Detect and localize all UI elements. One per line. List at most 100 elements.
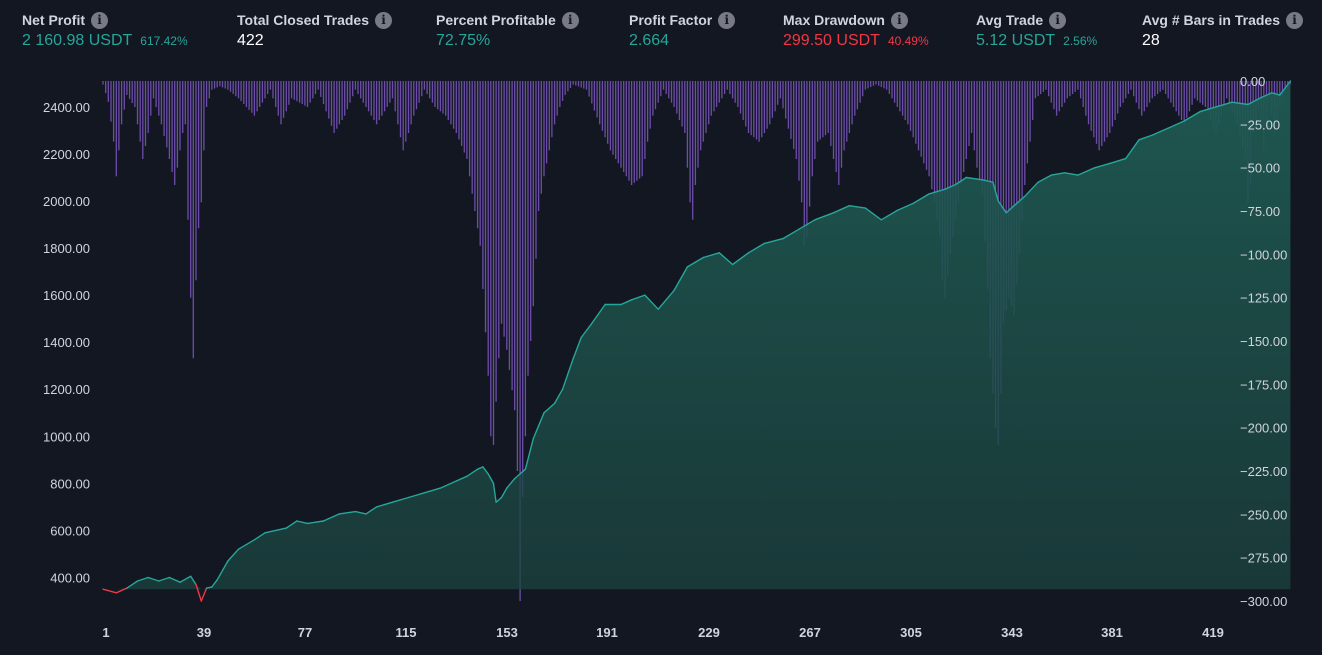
equity-segment	[997, 200, 1007, 214]
equity-segment	[495, 496, 503, 503]
info-icon[interactable]: i	[91, 11, 108, 29]
equity-segment	[211, 579, 218, 588]
stat-value-text: 28	[1142, 32, 1160, 49]
equity-segment	[168, 576, 181, 583]
equity-segment	[1037, 174, 1053, 183]
equity-segment	[553, 388, 564, 405]
equity-segment	[731, 252, 750, 266]
stat-value: 2 160.98 USDT 617.42%	[22, 32, 188, 50]
x-tick-label: 39	[197, 625, 211, 640]
equity-segment	[702, 252, 720, 259]
equity-segment	[1109, 157, 1127, 165]
stat-value: 422	[237, 32, 392, 50]
info-icon[interactable]: i	[890, 11, 908, 29]
stat-0: Net Profit i 2 160.98 USDT 617.42%	[22, 10, 188, 50]
equity-segment	[1247, 96, 1262, 106]
info-icon[interactable]: i	[718, 11, 736, 29]
equity-segment	[1013, 195, 1026, 207]
stat-title: Max Drawdown i	[783, 10, 929, 30]
equity-segment	[1077, 167, 1095, 176]
stat-value: 5.12 USDT 2.56%	[976, 32, 1097, 50]
equity-segment	[338, 510, 357, 515]
equity-segment	[1024, 181, 1039, 198]
equity-segment	[864, 207, 882, 221]
equity-segment	[391, 496, 410, 503]
x-axis: 1 39 77 115 153 191 229 267 305 343 381 419	[102, 625, 1223, 640]
equity-segment	[476, 466, 484, 470]
equity-segment	[1063, 172, 1079, 176]
equity-segment	[189, 575, 197, 586]
info-icon[interactable]: i	[561, 11, 579, 29]
stat-title-text: Total Closed Trades	[237, 12, 369, 28]
equity-segment	[275, 527, 287, 532]
x-tick-label: 419	[1202, 625, 1224, 640]
equity-segment	[375, 501, 394, 508]
equity-segment	[1260, 92, 1273, 99]
stat-1: Total Closed Trades i 422	[237, 10, 392, 50]
equity-segment	[492, 482, 497, 503]
right-tick-label: −200.00	[1240, 421, 1287, 436]
equity-segment	[136, 576, 149, 582]
equity-segment	[992, 181, 999, 202]
stat-title-text: Percent Profitable	[436, 12, 556, 28]
equity-segment	[1199, 106, 1217, 113]
x-tick-label: 343	[1001, 625, 1023, 640]
left-axis: 2400.00 2200.00 2000.00 1800.00 1600.00 1400.…	[43, 100, 90, 586]
equity-segment	[644, 294, 659, 310]
equity-segment	[1050, 172, 1066, 176]
drawdown-bars	[102, 81, 1292, 601]
left-tick-label: 1000.00	[43, 429, 90, 444]
equity-segment	[912, 193, 930, 205]
left-tick-label: 2200.00	[43, 147, 90, 162]
equity-segment	[487, 473, 495, 485]
info-icon[interactable]: i	[1285, 11, 1303, 29]
right-tick-label: −100.00	[1240, 247, 1287, 262]
equity-segment	[205, 586, 213, 589]
equity-segment	[763, 237, 784, 245]
equity-segment	[200, 587, 208, 602]
right-tick-label: 0.00	[1240, 74, 1265, 89]
equity-segment	[630, 294, 646, 301]
info-icon[interactable]: i	[1049, 11, 1067, 29]
stat-percent: 617.42%	[140, 34, 188, 48]
equity-segment	[543, 402, 556, 414]
x-tick-label: 305	[900, 625, 922, 640]
left-tick-label: 1400.00	[43, 335, 90, 350]
stat-value: 28	[1142, 32, 1303, 50]
left-tick-label: 2400.00	[43, 100, 90, 115]
stat-title-text: Avg # Bars in Trades	[1142, 12, 1280, 28]
equity-segment	[814, 212, 835, 221]
equity-segment	[506, 477, 516, 489]
equity-curve	[102, 80, 1292, 602]
left-tick-label: 1600.00	[43, 288, 90, 303]
stat-percent: 40.49%	[887, 34, 929, 48]
stat-value-text: 299.50 USDT	[783, 32, 880, 49]
stats-bar: Net Profit i 2 160.98 USDT 617.42% Total Clo…	[0, 0, 1322, 60]
equity-segment	[115, 587, 128, 594]
equity-segment	[532, 412, 545, 440]
equity-segment	[965, 176, 983, 181]
x-tick-label: 153	[496, 625, 518, 640]
stat-title-text: Max Drawdown	[783, 12, 885, 28]
equity-segment	[1279, 87, 1286, 96]
left-tick-label: 1200.00	[43, 382, 90, 397]
equity-segment	[439, 480, 457, 489]
stat-title: Total Closed Trades i	[237, 10, 392, 30]
right-tick-label: −275.00	[1240, 551, 1287, 566]
right-tick-label: −175.00	[1240, 377, 1287, 392]
equity-segment	[354, 510, 367, 515]
equity-segment	[718, 252, 734, 266]
equity-segment	[1093, 162, 1111, 169]
equity-segment	[620, 299, 633, 306]
info-icon[interactable]: i	[375, 11, 392, 29]
stat-title: Percent Profitable i	[436, 10, 579, 30]
equity-segment	[880, 209, 898, 221]
equity-segment	[896, 202, 914, 212]
left-tick-label: 800.00	[50, 476, 90, 491]
x-tick-label: 115	[396, 625, 417, 640]
stat-title: Avg Trade i	[976, 10, 1097, 30]
right-tick-label: −50.00	[1240, 161, 1280, 176]
stat-value: 72.75%	[436, 32, 579, 50]
equity-segment	[524, 437, 534, 470]
